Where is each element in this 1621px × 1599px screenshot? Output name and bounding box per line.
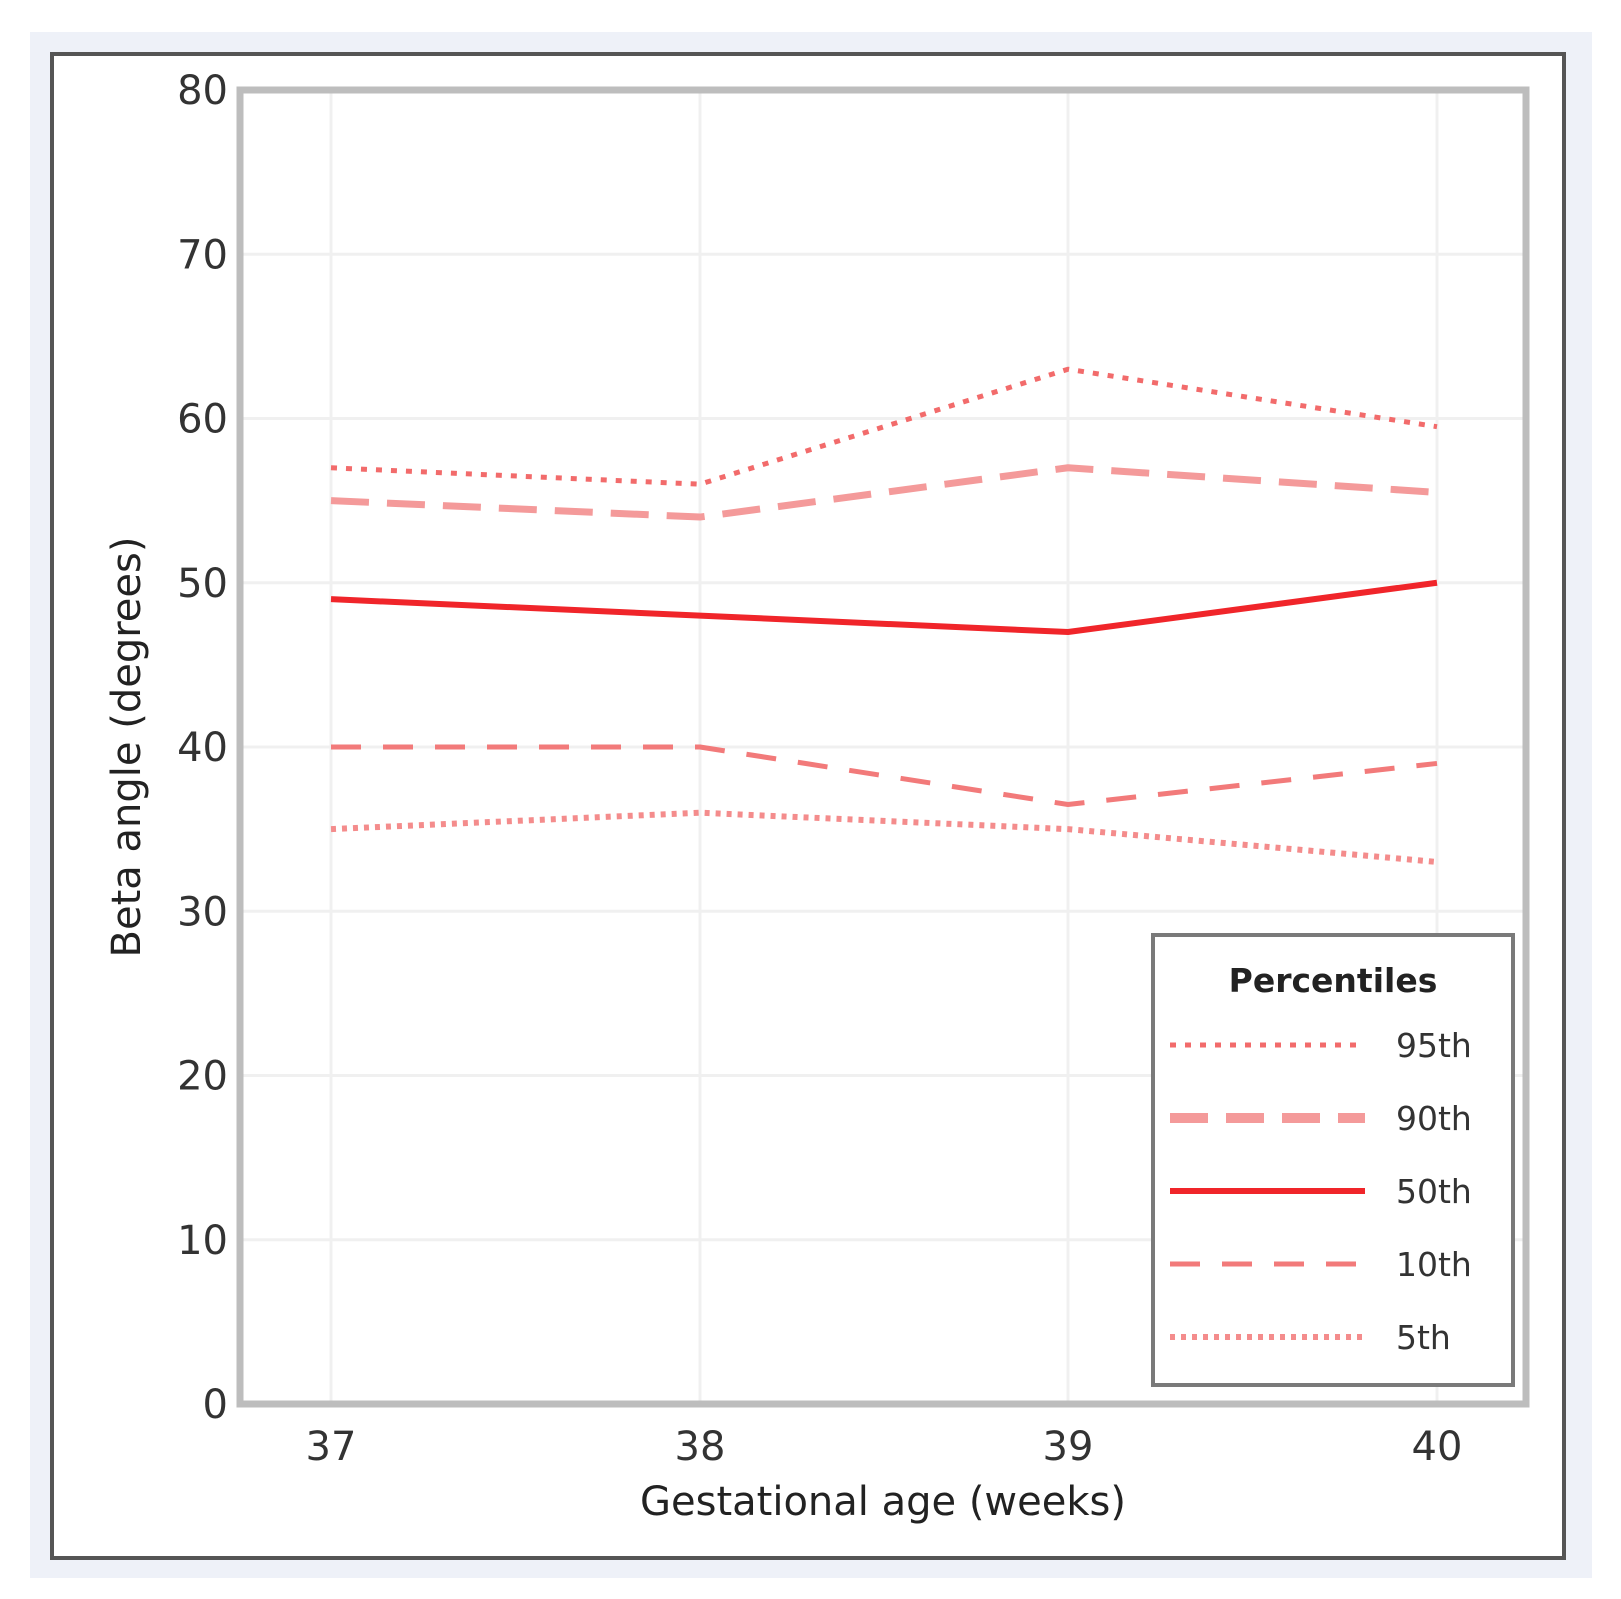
y-tick-label: 10 (177, 1218, 228, 1264)
legend-label-5th: 5th (1396, 1318, 1451, 1357)
legend: Percentiles 95th 90th 50th 10th 5th (1151, 933, 1515, 1387)
y-tick-label: 50 (177, 561, 228, 607)
legend-label-95th: 95th (1396, 1026, 1472, 1065)
series-line-10th (331, 744, 1438, 807)
y-tick-label: 40 (177, 725, 228, 771)
series-line-5th (330, 809, 1438, 865)
legend-label-10th: 10th (1396, 1245, 1472, 1284)
y-tick-label: 30 (177, 889, 228, 935)
series-lines (330, 366, 1438, 865)
x-tick-label: 40 (1412, 1424, 1463, 1470)
legend-label-90th: 90th (1396, 1099, 1472, 1138)
x-axis-ticks: 37 38 39 40 (306, 1424, 1463, 1470)
legend-label-50th: 50th (1396, 1172, 1472, 1211)
x-tick-label: 38 (675, 1424, 726, 1470)
legend-box (1151, 933, 1515, 1387)
y-axis-title: Beta angle (degrees) (104, 537, 150, 958)
x-axis-title: Gestational age (weeks) (640, 1479, 1126, 1525)
series-line-90th (330, 464, 1438, 521)
x-tick-label: 39 (1043, 1424, 1094, 1470)
y-tick-label: 70 (177, 232, 228, 278)
y-tick-label: 20 (177, 1054, 228, 1100)
legend-items: 95th 90th 50th 10th 5th (1170, 1026, 1472, 1357)
series-line-95th (330, 366, 1438, 487)
x-tick-label: 37 (306, 1424, 357, 1470)
y-tick-label: 80 (177, 68, 228, 114)
series-line-50th (330, 579, 1438, 636)
legend-title: Percentiles (1229, 961, 1438, 1000)
y-axis-ticks: 0 10 20 30 40 50 60 70 80 (177, 68, 228, 1428)
y-tick-label: 0 (203, 1382, 228, 1428)
plot-area-border (236, 86, 1530, 1408)
y-tick-label: 60 (177, 397, 228, 443)
